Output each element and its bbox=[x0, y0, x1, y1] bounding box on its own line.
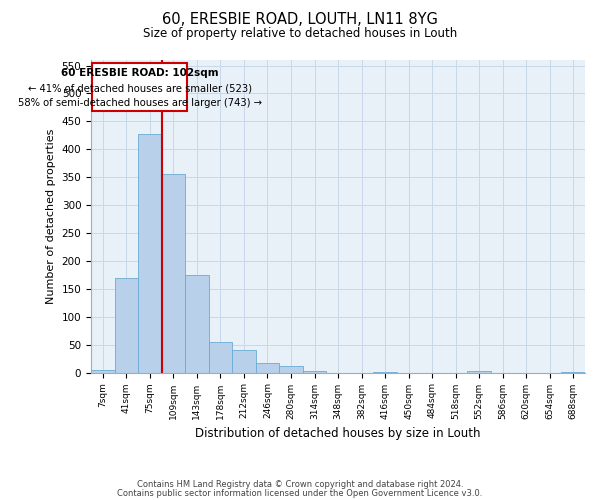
Bar bbox=[279, 366, 303, 372]
Text: 60 ERESBIE ROAD: 102sqm: 60 ERESBIE ROAD: 102sqm bbox=[61, 68, 218, 78]
Text: Contains HM Land Registry data © Crown copyright and database right 2024.: Contains HM Land Registry data © Crown c… bbox=[137, 480, 463, 489]
Bar bbox=[138, 134, 161, 372]
Bar bbox=[185, 275, 209, 372]
Bar bbox=[161, 174, 185, 372]
FancyBboxPatch shape bbox=[92, 63, 187, 112]
Text: 58% of semi-detached houses are larger (743) →: 58% of semi-detached houses are larger (… bbox=[18, 98, 262, 108]
Bar bbox=[303, 371, 326, 372]
Text: Size of property relative to detached houses in Louth: Size of property relative to detached ho… bbox=[143, 28, 457, 40]
Text: Contains public sector information licensed under the Open Government Licence v3: Contains public sector information licen… bbox=[118, 489, 482, 498]
Bar bbox=[91, 370, 115, 372]
Bar bbox=[115, 278, 138, 372]
Text: 60, ERESBIE ROAD, LOUTH, LN11 8YG: 60, ERESBIE ROAD, LOUTH, LN11 8YG bbox=[162, 12, 438, 28]
Bar bbox=[209, 342, 232, 372]
Y-axis label: Number of detached properties: Number of detached properties bbox=[46, 128, 56, 304]
Bar bbox=[232, 350, 256, 372]
Bar bbox=[256, 362, 279, 372]
Text: ← 41% of detached houses are smaller (523): ← 41% of detached houses are smaller (52… bbox=[28, 83, 252, 93]
X-axis label: Distribution of detached houses by size in Louth: Distribution of detached houses by size … bbox=[195, 427, 481, 440]
